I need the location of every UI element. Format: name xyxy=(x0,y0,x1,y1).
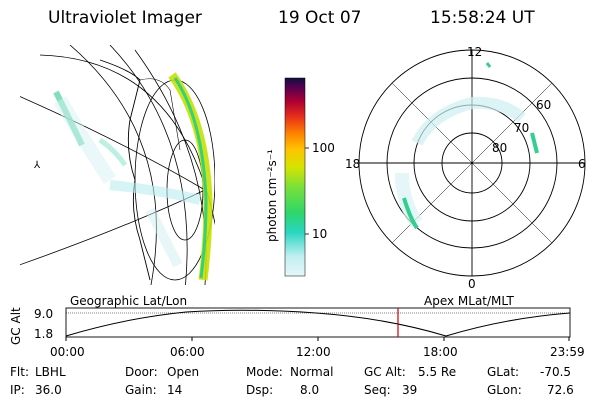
color-scale-bar xyxy=(284,77,309,277)
timeline-xtick-0600: 06:00 xyxy=(170,345,205,359)
gain-value: 14 xyxy=(167,383,183,397)
seq-value: 39 xyxy=(402,383,418,397)
timeline-ytick-high: 9.0 xyxy=(34,307,54,321)
polar-hour-6: 6 xyxy=(578,157,586,171)
svg-text:⅄: ⅄ xyxy=(34,160,41,171)
polar-lat-60: 60 xyxy=(536,98,552,112)
filter-value: LBHL xyxy=(35,365,66,379)
dsp-label: Dsp: xyxy=(246,383,274,397)
gc-alt-value: 5.5 Re xyxy=(418,365,457,379)
timeline-xtick-1800: 18:00 xyxy=(423,345,458,359)
door-value: Open xyxy=(167,365,200,379)
time-label: 15:58:24 UT xyxy=(430,8,535,28)
gc-alt-label: GC Alt: xyxy=(364,365,406,379)
polar-lat-70: 70 xyxy=(514,121,530,135)
altitude-timeline xyxy=(65,307,571,341)
timeline-y-axis-label: GC Alt xyxy=(9,307,23,345)
gain-label: Gain: xyxy=(125,383,157,397)
colorbar-tick-10: 10 xyxy=(312,227,328,241)
instrument-title: Ultraviolet Imager xyxy=(48,8,202,28)
glat-label: GLat: xyxy=(487,365,520,379)
seq-label: Seq: xyxy=(364,383,391,397)
timeline-xtick-2359: 23:59 xyxy=(550,345,585,359)
dsp-value: 8.0 xyxy=(300,383,320,397)
glon-value: 72.6 xyxy=(547,383,574,397)
timeline-right-caption: Apex MLat/MLT xyxy=(424,294,514,308)
ip-label: IP: xyxy=(10,383,25,397)
colorbar-tick-100: 100 xyxy=(312,141,335,155)
filter-label: Flt: xyxy=(10,365,29,379)
timeline-xtick-1200: 12:00 xyxy=(296,345,331,359)
polar-lat-80: 80 xyxy=(492,141,508,155)
timeline-ytick-low: 1.8 xyxy=(34,327,54,341)
date-label: 19 Oct 07 xyxy=(278,8,362,28)
polar-hour-12: 12 xyxy=(467,45,483,59)
timeline-xtick-0000: 00:00 xyxy=(50,345,85,359)
ip-value: 36.0 xyxy=(35,383,62,397)
polar-hour-0: 0 xyxy=(468,277,476,291)
glat-value: -70.5 xyxy=(540,365,572,379)
mode-value: Normal xyxy=(290,365,334,379)
door-label: Door: xyxy=(125,365,158,379)
colorbar-unit-label: photon cm⁻²s⁻¹ xyxy=(265,149,279,242)
timeline-left-caption: Geographic Lat/Lon xyxy=(70,294,188,308)
mode-label: Mode: xyxy=(246,365,283,379)
glon-label: GLon: xyxy=(487,383,522,397)
polar-hour-18: 18 xyxy=(345,157,361,171)
polar-plot xyxy=(358,49,586,277)
